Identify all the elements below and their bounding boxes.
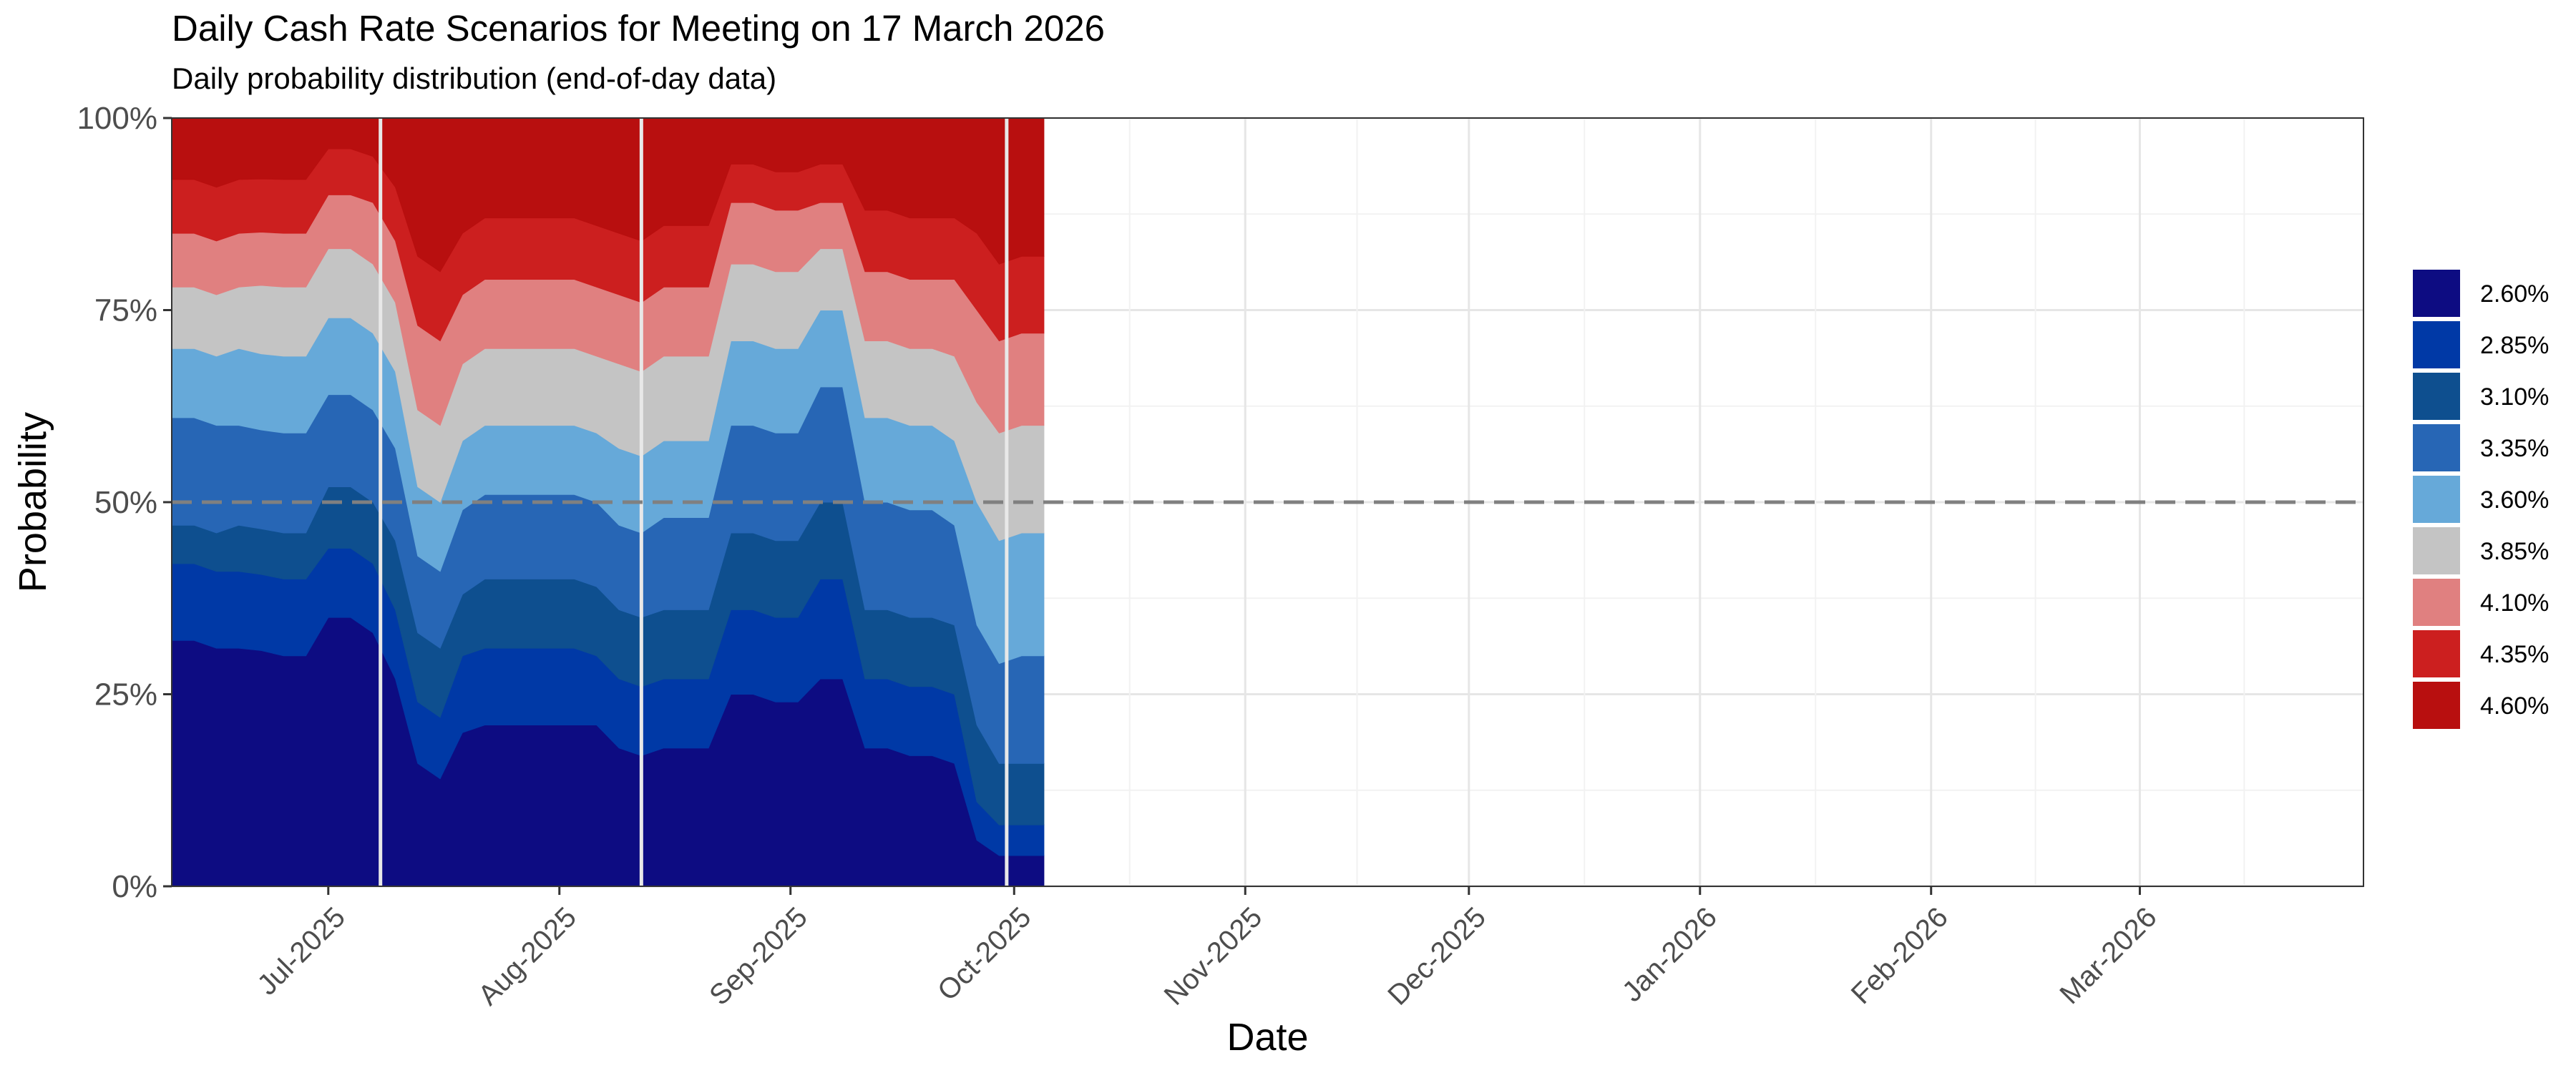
legend-label: 3.85% [2480, 538, 2550, 565]
legend-label: 2.85% [2480, 332, 2550, 359]
area-series-group [171, 117, 1045, 887]
legend-swatch [2413, 527, 2460, 574]
legend-item: 4.35% [2413, 628, 2570, 680]
legend-label: 4.10% [2480, 589, 2550, 617]
legend-label: 3.35% [2480, 435, 2550, 462]
y-tick-label: 25% [94, 677, 157, 712]
x-tick-label: Feb-2026 [1845, 901, 1954, 1010]
x-tick-label: Sep-2025 [703, 901, 814, 1011]
legend-swatch [2413, 579, 2460, 626]
legend-swatch [2413, 476, 2460, 523]
legend-swatch [2413, 321, 2460, 368]
legend-swatch [2413, 373, 2460, 420]
y-tick-label: 100% [77, 101, 157, 136]
x-tick-label: Jan-2026 [1616, 901, 1723, 1008]
legend-swatch [2413, 270, 2460, 317]
legend-item: 3.60% [2413, 474, 2570, 525]
x-tick-label: Nov-2025 [1158, 901, 1269, 1011]
x-tick-label: Aug-2025 [472, 901, 582, 1011]
y-tick-label: 50% [94, 485, 157, 520]
legend-item: 3.35% [2413, 422, 2570, 474]
x-axis-title: Date [1226, 1016, 1308, 1059]
legend-label: 3.10% [2480, 383, 2550, 411]
legend-label: 2.60% [2480, 280, 2550, 308]
x-tick-label: Mar-2026 [2054, 901, 2162, 1010]
chart-title: Daily Cash Rate Scenarios for Meeting on… [172, 8, 1106, 49]
legend-item: 2.60% [2413, 268, 2570, 319]
legend-label: 3.60% [2480, 486, 2550, 514]
legend-item: 4.60% [2413, 680, 2570, 731]
legend-swatch [2413, 630, 2460, 677]
y-tick-label: 0% [112, 869, 157, 904]
x-tick-label: Jul-2025 [251, 901, 351, 1001]
legend-item: 4.10% [2413, 577, 2570, 628]
chart-subtitle: Daily probability distribution (end-of-d… [172, 62, 777, 95]
legend-item: 3.85% [2413, 525, 2570, 577]
y-axis-title: Probability [11, 412, 54, 592]
legend-swatch [2413, 682, 2460, 729]
y-tick-label: 75% [94, 293, 157, 328]
legend-item: 2.85% [2413, 319, 2570, 371]
legend-item: 3.10% [2413, 371, 2570, 422]
x-tick-label: Oct-2025 [932, 901, 1037, 1006]
overlay-lines [172, 118, 2363, 886]
legend-swatch [2413, 424, 2460, 471]
legend-label: 4.60% [2480, 692, 2550, 720]
x-tick-label: Dec-2025 [1382, 901, 1492, 1011]
legend-label: 4.35% [2480, 641, 2550, 668]
